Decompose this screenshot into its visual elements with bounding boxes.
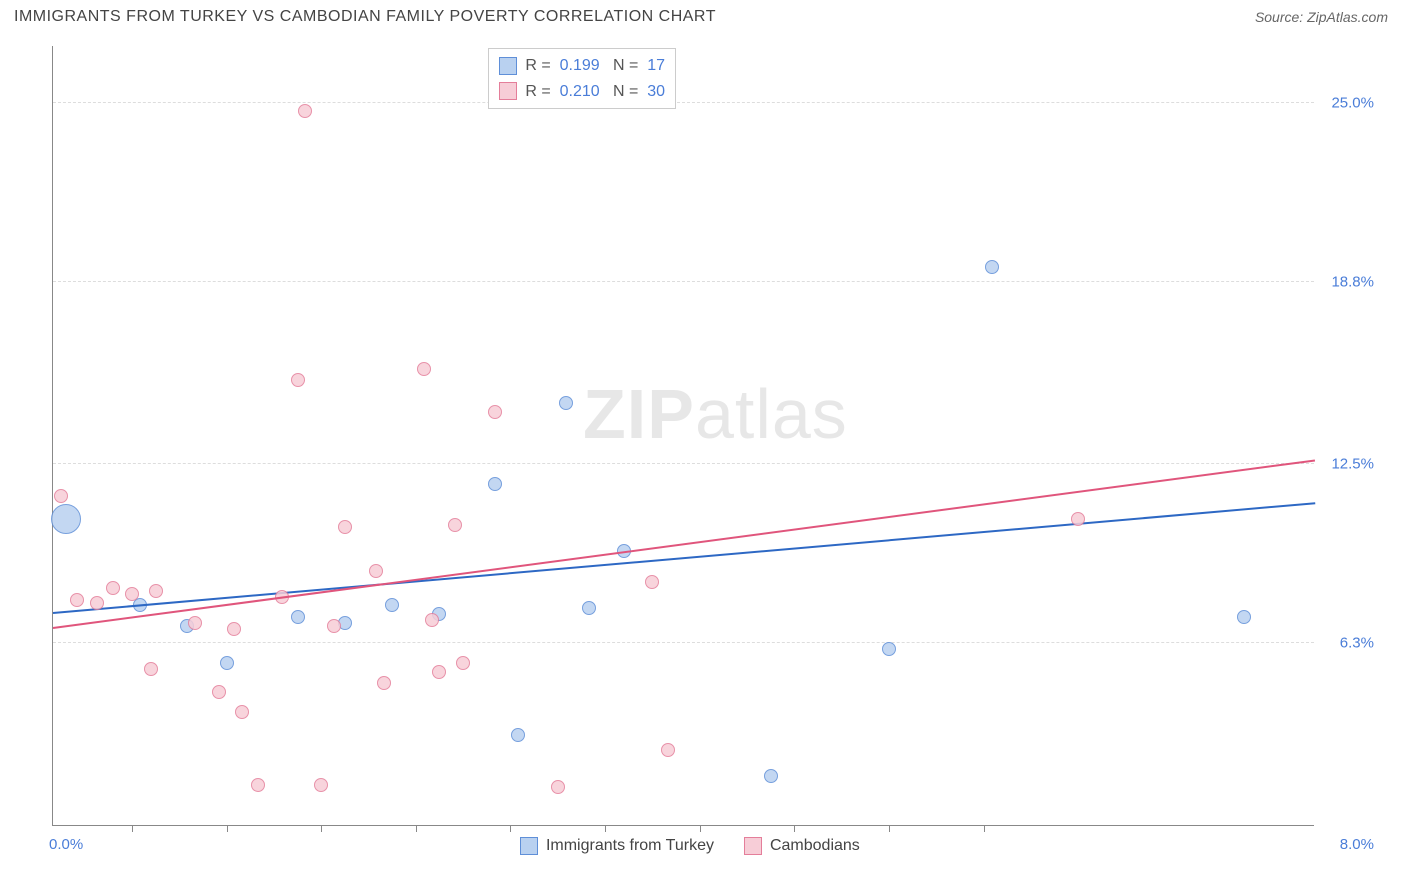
- x-tick: [605, 825, 606, 832]
- legend-correlation-text: R = 0.199 N = 17: [525, 53, 665, 79]
- x-tick: [416, 825, 417, 832]
- data-point-cambodian: [125, 587, 139, 601]
- legend-item-turkey: Immigrants from Turkey: [520, 837, 714, 855]
- data-point-cambodian: [106, 581, 120, 595]
- gridline: [53, 281, 1314, 282]
- legend-correlation-box: R = 0.199 N = 17R = 0.210 N = 30: [488, 48, 676, 109]
- data-point-cambodian: [251, 778, 265, 792]
- data-point-cambodian: [338, 520, 352, 534]
- data-point-cambodian: [377, 676, 391, 690]
- data-point-cambodian: [551, 780, 565, 794]
- gridline: [53, 463, 1314, 464]
- watermark: ZIPatlas: [583, 374, 848, 454]
- legend-item-cambodian: Cambodians: [744, 837, 860, 855]
- y-tick-label: 6.3%: [1340, 635, 1374, 652]
- gridline: [53, 102, 1314, 103]
- x-tick: [794, 825, 795, 832]
- data-point-cambodian: [369, 564, 383, 578]
- y-tick-label: 18.8%: [1331, 273, 1374, 290]
- x-tick: [321, 825, 322, 832]
- data-point-cambodian: [488, 405, 502, 419]
- chart-title: IMMIGRANTS FROM TURKEY VS CAMBODIAN FAMI…: [14, 8, 716, 26]
- watermark-atlas: atlas: [695, 375, 848, 453]
- trend-line-turkey: [53, 502, 1315, 614]
- data-point-cambodian: [291, 373, 305, 387]
- data-point-cambodian: [456, 656, 470, 670]
- source-label: Source: ZipAtlas.com: [1255, 9, 1388, 25]
- legend-correlation-row: R = 0.210 N = 30: [499, 79, 665, 105]
- data-point-turkey: [882, 642, 896, 656]
- x-tick-label-left: 0.0%: [49, 836, 83, 853]
- data-point-cambodian: [661, 743, 675, 757]
- data-point-turkey: [385, 598, 399, 612]
- data-point-cambodian: [314, 778, 328, 792]
- legend-series: Immigrants from Turkey Cambodians: [520, 837, 860, 855]
- legend-swatch-cambodian: [499, 82, 517, 100]
- data-point-turkey: [559, 396, 573, 410]
- watermark-zip: ZIP: [583, 375, 695, 453]
- data-point-turkey: [985, 260, 999, 274]
- x-tick: [510, 825, 511, 832]
- data-point-turkey: [582, 601, 596, 615]
- trend-line-cambodian: [53, 459, 1315, 629]
- legend-swatch-turkey: [499, 57, 517, 75]
- gridline: [53, 642, 1314, 643]
- y-tick-label: 25.0%: [1331, 94, 1374, 111]
- data-point-cambodian: [149, 584, 163, 598]
- data-point-cambodian: [1071, 512, 1085, 526]
- x-tick: [889, 825, 890, 832]
- legend-swatch-cambodian: [744, 837, 762, 855]
- data-point-cambodian: [144, 662, 158, 676]
- data-point-turkey: [511, 728, 525, 742]
- x-tick: [227, 825, 228, 832]
- y-tick-label: 12.5%: [1331, 455, 1374, 472]
- legend-correlation-row: R = 0.199 N = 17: [499, 53, 665, 79]
- chart-container: Family Poverty ZIPatlas 6.3%12.5%18.8%25…: [14, 38, 1392, 868]
- data-point-cambodian: [425, 613, 439, 627]
- data-point-cambodian: [227, 622, 241, 636]
- data-point-cambodian: [417, 362, 431, 376]
- legend-label: Cambodians: [770, 837, 860, 855]
- legend-correlation-text: R = 0.210 N = 30: [525, 79, 665, 105]
- x-tick-label-right: 8.0%: [1340, 836, 1374, 853]
- data-point-turkey: [51, 504, 81, 534]
- data-point-cambodian: [212, 685, 226, 699]
- data-point-turkey: [291, 610, 305, 624]
- data-point-cambodian: [70, 593, 84, 607]
- data-point-cambodian: [54, 489, 68, 503]
- plot-area: ZIPatlas 6.3%12.5%18.8%25.0%0.0%8.0%R = …: [52, 46, 1314, 826]
- data-point-cambodian: [298, 104, 312, 118]
- legend-label: Immigrants from Turkey: [546, 837, 714, 855]
- data-point-cambodian: [448, 518, 462, 532]
- x-tick: [984, 825, 985, 832]
- data-point-turkey: [488, 477, 502, 491]
- data-point-cambodian: [645, 575, 659, 589]
- x-tick: [132, 825, 133, 832]
- data-point-turkey: [220, 656, 234, 670]
- legend-swatch-turkey: [520, 837, 538, 855]
- data-point-cambodian: [235, 705, 249, 719]
- data-point-cambodian: [90, 596, 104, 610]
- data-point-cambodian: [432, 665, 446, 679]
- data-point-turkey: [764, 769, 778, 783]
- data-point-turkey: [1237, 610, 1251, 624]
- data-point-cambodian: [188, 616, 202, 630]
- data-point-cambodian: [327, 619, 341, 633]
- header-bar: IMMIGRANTS FROM TURKEY VS CAMBODIAN FAMI…: [0, 0, 1406, 32]
- x-tick: [700, 825, 701, 832]
